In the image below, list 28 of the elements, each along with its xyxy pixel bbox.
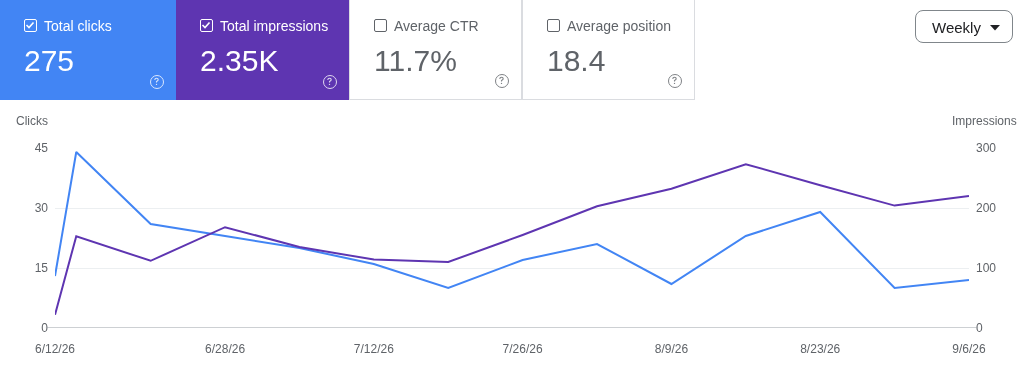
y-tick-label: 45 [34,141,49,156]
y-tick-label: 0 [41,321,49,336]
x-tick-label: 7/26/26 [502,342,543,356]
text: Total clicks [44,18,112,34]
text: 275 [24,44,75,78]
text: Average position [567,18,672,34]
x-tick-label: 8/9/26 [654,342,689,356]
line-series [55,163,969,316]
text: Total impressions [220,18,329,34]
text: Average CTR [394,18,479,34]
x-tick-label: 7/12/26 [353,342,395,356]
y2-tick-label: 200 [976,201,997,216]
x-tick-label: 9/6/26 [952,342,986,356]
x-tick-label: 6/12/26 [34,342,76,356]
text: Weekly [932,19,981,36]
y2-tick-label: 100 [976,261,997,276]
text: 18.4 [547,44,606,78]
y2-tick-label: 300 [976,141,997,156]
y-axis-title: Clicks [16,114,48,128]
y-tick-label: 15 [34,261,49,276]
y2-tick-label: 0 [976,321,983,336]
x-tick-label: 6/28/26 [205,342,246,356]
line-series [55,151,969,289]
y2-axis-title: Impressions [952,114,1017,128]
y-tick-label: 30 [34,201,49,216]
x-tick-label: 8/23/26 [800,342,841,356]
text: 11.7% [374,44,457,78]
text: 2.35K [200,44,279,78]
